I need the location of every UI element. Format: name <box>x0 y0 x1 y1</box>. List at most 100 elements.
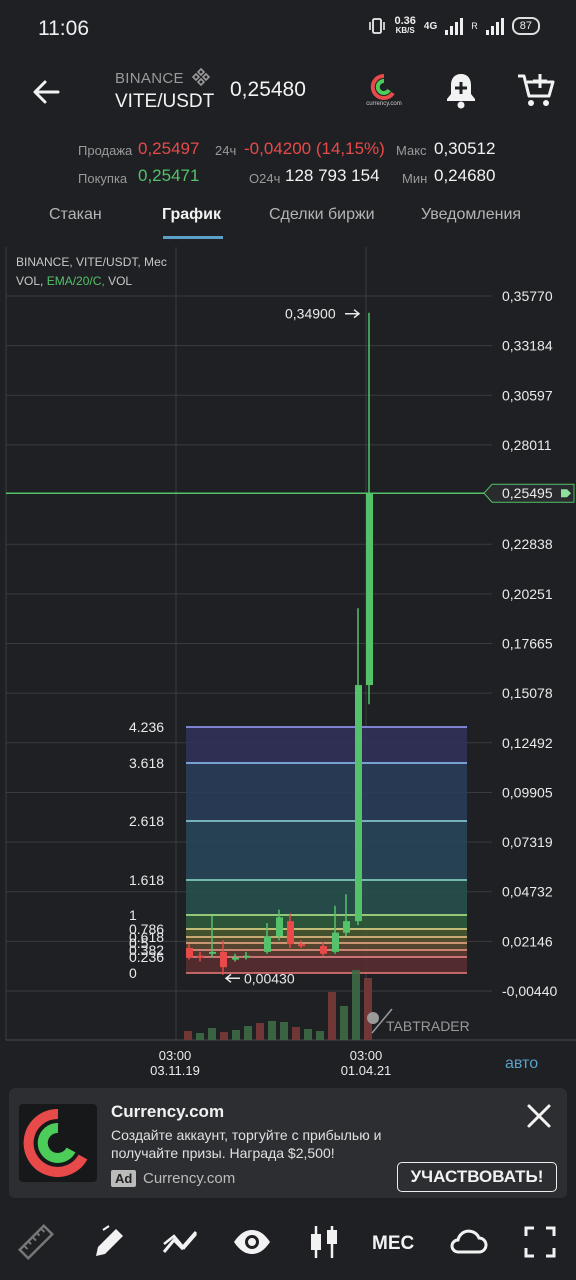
high-marker-label: 0,34900 <box>285 306 336 322</box>
indicator-vol-2: VOL <box>108 274 133 288</box>
volume-bar <box>196 1033 204 1040</box>
chart-canvas[interactable]: 0,35770 0,33184 0,30597 0,28011 0,22838 0,202… <box>0 243 576 1083</box>
bottom-toolbar: МЕС <box>0 1206 576 1280</box>
fib-level-label: 0.236 <box>129 949 164 965</box>
y-tick-label: 0,15078 <box>502 685 553 701</box>
close-icon[interactable] <box>523 1100 555 1132</box>
candle-body <box>264 936 271 952</box>
ad-banner[interactable]: Currency.com Создайте аккаунт, торгуйте … <box>9 1088 567 1198</box>
pencil-icon[interactable] <box>90 1222 130 1262</box>
signal-icon-2 <box>485 17 504 35</box>
logo-text: currency.com <box>366 101 402 107</box>
fib-zone <box>186 880 467 915</box>
back-arrow-icon[interactable] <box>26 72 66 112</box>
fib-level-label: 0.618 <box>129 929 164 945</box>
battery-icon: 87 <box>511 17 540 35</box>
tab-orderbook[interactable]: Стакан <box>49 206 102 223</box>
fib-level-label: 1 <box>129 907 137 923</box>
tab-chart[interactable]: График <box>162 206 221 223</box>
low-marker-arrow <box>224 973 240 983</box>
candle-body <box>197 955 204 958</box>
last-price: 0,25480 <box>230 78 306 101</box>
period-selector[interactable]: МЕС <box>372 1233 415 1254</box>
tab-alerts[interactable]: Уведомления <box>421 206 522 223</box>
pair-name[interactable]: VITE/USDT <box>115 91 215 112</box>
ad-badge: Ad <box>111 1170 137 1187</box>
tab-trades[interactable]: Сделки биржи <box>269 206 375 223</box>
fib-level-label: 3.618 <box>129 755 164 771</box>
currency-logo[interactable]: currency.com <box>363 72 405 112</box>
exchange-name: BINANCE <box>115 67 211 87</box>
y-tick-label: 0,33184 <box>502 338 553 354</box>
ad-app-icon <box>19 1104 97 1182</box>
eye-icon[interactable] <box>232 1222 272 1262</box>
max-value: 0,30512 <box>434 139 496 158</box>
cart-add-icon[interactable] <box>516 70 556 110</box>
roaming-indicator: R <box>471 21 478 31</box>
candles-icon[interactable] <box>304 1222 344 1262</box>
indicator-vol: VOL, <box>16 274 44 288</box>
candle-body <box>332 932 339 952</box>
candle-body <box>287 921 294 945</box>
y-tick-label: 0,02146 <box>502 933 553 949</box>
y-tick-label: 0,35770 <box>502 288 553 304</box>
price-chart[interactable]: 0,35770 0,33184 0,30597 0,28011 0,22838 0,202… <box>0 243 576 1083</box>
indicators-icon[interactable] <box>160 1222 200 1262</box>
high-marker-arrow <box>345 309 361 319</box>
y-tick-label: 0,04732 <box>502 884 553 900</box>
ruler-icon[interactable] <box>16 1222 56 1262</box>
tab-bar: Стакан График Сделки биржи Уведомления <box>0 196 576 240</box>
ad-advertiser: Currency.com <box>143 1170 236 1187</box>
market-stats: Продажа 0,25497 Покупка 0,25471 24ч -0,0… <box>0 134 576 190</box>
buy-value: 0,25471 <box>138 166 200 185</box>
low-marker-label: 0,00430 <box>244 970 295 986</box>
y-tick-label: 0,22838 <box>502 536 553 552</box>
y-tick-label: 0,28011 <box>502 437 552 453</box>
y-tick-label: 0,20251 <box>502 586 553 602</box>
alert-add-icon[interactable] <box>442 70 480 110</box>
auto-scale-label[interactable]: авто <box>505 1055 538 1072</box>
watermark-text: TABTRADER <box>386 1018 470 1034</box>
fib-zone <box>186 727 467 763</box>
volume-bar <box>268 1021 276 1040</box>
volume-bar <box>220 1032 228 1040</box>
currency-logo-icon <box>370 73 395 100</box>
ad-cta-button[interactable]: УЧАСТВОВАТЬ! <box>397 1162 557 1192</box>
app-header: BINANCE VITE/USDT 0,25480 currency.com <box>0 56 576 126</box>
change-value: -0,04200 (14,15%) <box>244 139 385 158</box>
max-label: Макс <box>396 143 427 158</box>
vibrate-icon <box>369 18 386 34</box>
candle-body <box>320 946 327 954</box>
fib-zone <box>186 937 467 943</box>
signal-icon <box>445 17 464 35</box>
fib-level-label: 0.786 <box>129 921 164 937</box>
min-label: Мин <box>402 171 428 186</box>
tag-icon <box>561 489 571 498</box>
volume-label: O24ч <box>249 171 281 186</box>
volume-bar <box>352 970 360 1040</box>
sell-label: Продажа <box>78 143 133 158</box>
volume-bar <box>208 1028 216 1040</box>
current-price-label: 0,25495 <box>502 485 553 501</box>
candle-body <box>186 948 193 958</box>
volume-bar <box>304 1029 312 1040</box>
fib-zone <box>186 915 467 929</box>
chart-info-line2: VOL, EMA/20/C, VOL <box>16 272 167 291</box>
fib-zone <box>186 821 467 880</box>
sell-value: 0,25497 <box>138 139 200 158</box>
current-price-badge <box>483 483 575 503</box>
fib-level-label: 0 <box>129 965 137 981</box>
y-tick-label: 0,12492 <box>502 735 553 751</box>
volume-bar <box>328 992 336 1040</box>
x-date-label: 01.04.21 <box>341 1063 392 1078</box>
volume-bar <box>316 1031 324 1040</box>
fib-zone <box>186 957 467 973</box>
candle-body <box>220 951 227 968</box>
x-time-label: 03:00 <box>159 1048 192 1063</box>
active-tab-indicator <box>163 236 223 239</box>
fib-zone <box>186 929 467 937</box>
cloud-icon[interactable] <box>448 1222 488 1262</box>
candle-body <box>232 957 239 960</box>
buy-label: Покупка <box>78 171 128 186</box>
fullscreen-icon[interactable] <box>520 1222 560 1262</box>
